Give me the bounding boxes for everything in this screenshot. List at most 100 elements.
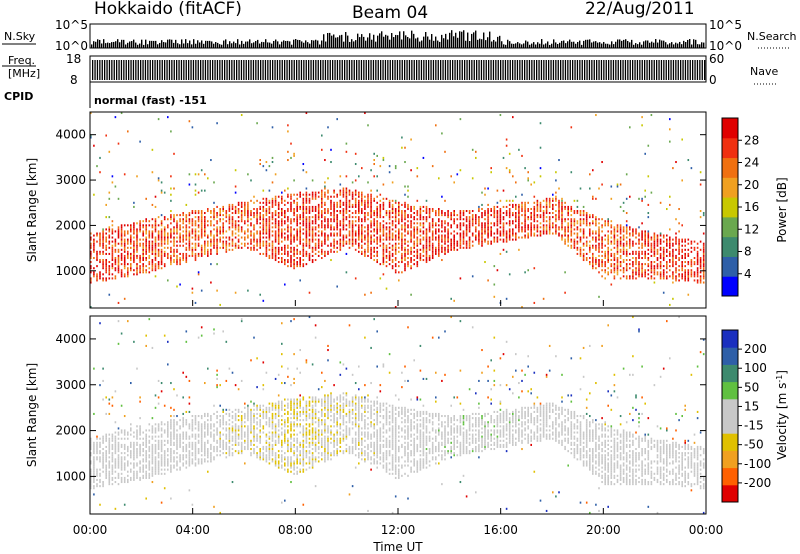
heatmap-cell <box>160 236 163 239</box>
heatmap-cell <box>185 246 188 249</box>
heatmap-cell <box>545 203 548 206</box>
heatmap-cell <box>438 236 440 239</box>
heatmap-cell <box>200 232 203 235</box>
heatmap-cell <box>265 252 268 255</box>
nsky-bar <box>505 44 507 48</box>
heatmap-cell <box>114 242 117 245</box>
heatmap-cell <box>188 173 191 176</box>
heatmap-cell <box>345 208 348 211</box>
heatmap-cell <box>170 222 172 225</box>
heatmap-cell <box>157 236 160 239</box>
heatmap-cell <box>185 232 188 235</box>
heatmap-cell <box>456 226 459 229</box>
heatmap-cell <box>136 452 138 455</box>
heatmap-cell <box>314 208 317 211</box>
heatmap-cell <box>225 250 228 253</box>
heatmap-cell <box>672 167 674 170</box>
heatmap-cell <box>610 236 613 239</box>
heatmap-cell <box>687 279 690 282</box>
heatmap-cell <box>170 246 172 249</box>
heatmap-cell <box>579 252 582 255</box>
heatmap-cell <box>271 218 274 221</box>
heatmap-cell <box>102 483 104 486</box>
heatmap-cell <box>370 242 372 245</box>
heatmap-cell <box>108 265 111 268</box>
heatmap-cell <box>579 250 582 253</box>
heatmap-cell <box>521 214 523 217</box>
nsky-bar <box>581 44 583 48</box>
heatmap-cell <box>262 299 265 302</box>
heatmap-cell <box>330 161 332 164</box>
heatmap-cell <box>678 275 680 278</box>
heatmap-cell <box>253 224 255 227</box>
heatmap-cell <box>656 259 659 262</box>
heatmap-cell <box>592 220 594 223</box>
freq-bar <box>99 60 101 80</box>
heatmap-cell <box>108 474 111 477</box>
heatmap-cell <box>422 216 425 219</box>
heatmap-cell <box>234 205 237 208</box>
heatmap-cell <box>262 197 265 200</box>
heatmap-cell <box>114 267 117 270</box>
heatmap-cell <box>102 279 104 282</box>
heatmap-cell <box>407 205 409 208</box>
heatmap-cell <box>160 228 163 231</box>
heatmap-cell <box>271 214 274 217</box>
nsky-bar <box>311 40 313 48</box>
heatmap-cell <box>281 208 283 211</box>
heatmap-cell <box>240 230 243 233</box>
heatmap-cell <box>625 173 628 176</box>
heatmap-cell <box>518 236 520 239</box>
heatmap-cell <box>173 244 175 247</box>
heatmap-cell <box>524 222 526 225</box>
heatmap-cell <box>111 456 114 459</box>
heatmap-cell <box>333 205 335 208</box>
heatmap-cell <box>672 273 674 276</box>
heatmap-cell <box>271 254 274 257</box>
heatmap-cell <box>490 234 492 237</box>
heatmap-cell <box>194 212 197 215</box>
heatmap-cell <box>290 259 292 262</box>
heatmap-cell <box>367 203 369 206</box>
heatmap-cell <box>370 216 372 219</box>
heatmap-cell <box>182 238 184 241</box>
heatmap-cell <box>167 246 169 249</box>
heatmap-cell <box>145 244 147 247</box>
freq-bar <box>264 60 267 80</box>
heatmap-cell <box>96 445 98 448</box>
nsky-bar <box>597 42 599 48</box>
heatmap-cell <box>521 306 523 309</box>
heatmap-cell <box>348 224 351 227</box>
heatmap-cell <box>354 205 357 208</box>
heatmap-cell <box>607 267 609 270</box>
freq-bar <box>363 60 365 80</box>
nsky-bar <box>665 42 667 48</box>
heatmap-cell <box>364 201 366 204</box>
heatmap-cell <box>102 367 104 370</box>
heatmap-cell <box>644 152 646 155</box>
heatmap-cell <box>281 212 283 215</box>
heatmap-cell <box>487 236 489 239</box>
heatmap-cell <box>530 214 532 217</box>
heatmap-cell <box>336 193 338 196</box>
heatmap-cell <box>567 238 569 241</box>
nsky-bar <box>361 34 363 48</box>
heatmap-cell <box>102 246 104 249</box>
station-title: Hokkaido (fitACF) <box>94 0 242 19</box>
freq-bar <box>406 60 408 80</box>
heatmap-cell <box>413 205 415 208</box>
heatmap-cell <box>154 222 157 225</box>
heatmap-cell <box>123 468 126 471</box>
heatmap-cell <box>666 254 668 257</box>
heatmap-cell <box>321 230 323 233</box>
heatmap-cell <box>462 238 465 241</box>
heatmap-cell <box>684 271 686 274</box>
heatmap-cell <box>117 443 120 446</box>
heatmap-cell <box>490 222 492 225</box>
heatmap-cell <box>191 218 194 221</box>
heatmap-cell <box>105 232 107 235</box>
heatmap-cell <box>447 238 449 241</box>
heatmap-cell <box>391 210 394 213</box>
heatmap-cell <box>163 242 166 245</box>
nsky-bar <box>429 39 431 48</box>
